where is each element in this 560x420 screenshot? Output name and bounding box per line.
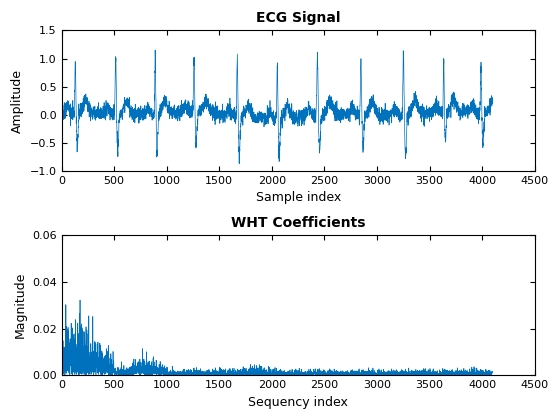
Title: ECG Signal: ECG Signal [256, 11, 340, 25]
X-axis label: Sequency index: Sequency index [248, 396, 348, 409]
X-axis label: Sample index: Sample index [255, 192, 341, 205]
Y-axis label: Amplitude: Amplitude [11, 69, 24, 133]
Y-axis label: Magnitude: Magnitude [13, 272, 26, 339]
Title: WHT Coefficients: WHT Coefficients [231, 215, 366, 230]
